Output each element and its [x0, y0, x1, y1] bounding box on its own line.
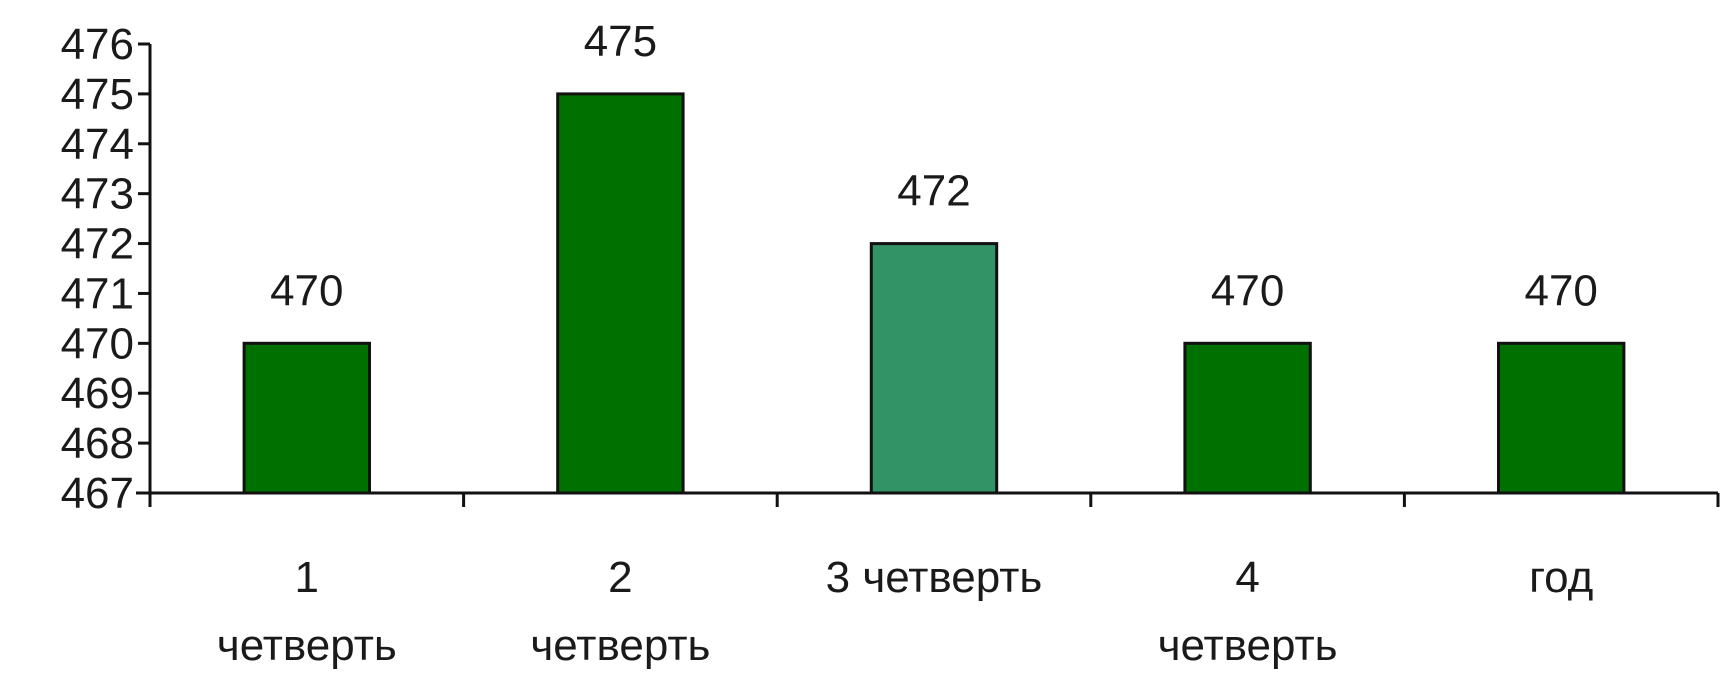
x-tick-label-line: 3 четверть	[826, 553, 1043, 602]
x-tick-label-line: четверть	[217, 621, 397, 670]
bar	[242, 341, 372, 495]
y-tick-label: 470	[61, 319, 134, 368]
x-tick-label: 3 четверть	[826, 553, 1043, 602]
y-tick-label: 471	[61, 269, 134, 318]
bar	[1497, 341, 1626, 495]
x-tick-label-line: 4	[1235, 553, 1259, 602]
y-tick-label: 469	[61, 369, 134, 418]
x-tick-label: 2 четверть	[530, 553, 710, 670]
x-tick-label: год	[1529, 553, 1593, 602]
data-label: 470	[1211, 266, 1284, 315]
data-label: 470	[1524, 266, 1597, 315]
x-tick-label-line: четверть	[530, 621, 710, 670]
labels-layer: 4674684694704714724734744754764704754724…	[61, 17, 1598, 670]
x-tick-label-line: 2	[608, 553, 632, 602]
bar	[869, 242, 999, 495]
y-tick-label: 475	[61, 70, 134, 119]
axes-layer	[136, 42, 1720, 507]
data-label: 470	[270, 266, 343, 315]
x-tick-label-line: четверть	[1158, 621, 1338, 670]
bars-layer	[242, 92, 1626, 495]
x-tick-label-line: год	[1529, 553, 1593, 602]
bar	[1183, 341, 1312, 495]
y-tick-label: 473	[61, 170, 134, 219]
x-tick-label: 4 четверть	[1158, 553, 1338, 670]
data-label: 475	[584, 17, 657, 66]
y-tick-label: 474	[61, 120, 134, 169]
y-tick-label: 472	[61, 220, 134, 269]
x-tick-label-line: 1	[295, 553, 319, 602]
y-tick-label: 468	[61, 419, 134, 468]
x-tick-label: 1 четверть	[217, 553, 397, 670]
bar	[556, 92, 685, 495]
data-label: 472	[897, 167, 970, 216]
y-tick-label: 467	[61, 469, 134, 518]
y-tick-label: 476	[61, 20, 134, 69]
